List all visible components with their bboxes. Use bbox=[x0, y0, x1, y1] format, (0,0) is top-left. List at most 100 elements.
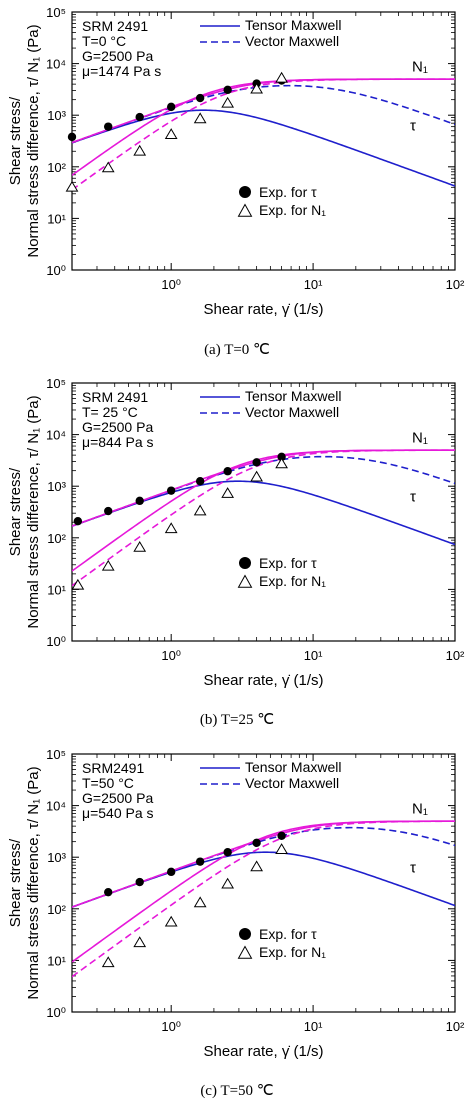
plot-area bbox=[72, 78, 455, 191]
y-tick-label: 10⁵ bbox=[46, 376, 66, 391]
info-line: G=2500 Pa bbox=[82, 48, 153, 64]
label-n1: N₁ bbox=[412, 801, 428, 818]
exp-tau-point bbox=[277, 452, 286, 462]
exp-tau-point bbox=[166, 486, 176, 495]
legend-marker-exp-tau bbox=[239, 186, 251, 198]
x-tick-label: 10⁰ bbox=[161, 648, 181, 663]
exp-tau-point bbox=[104, 122, 113, 131]
series-tensor-tau bbox=[72, 109, 455, 187]
exp-tau-point bbox=[166, 867, 176, 877]
x-tick-label: 10² bbox=[446, 277, 465, 292]
label-n1: N₁ bbox=[412, 59, 428, 76]
exp-tau-point bbox=[277, 831, 286, 840]
plot-frame bbox=[71, 753, 456, 1013]
chart-svg-c: 10⁰ 10¹ 10² 10³ 10⁴ 10⁵ 10⁰ 10¹ 10² Shear rate, γ… bbox=[7, 747, 465, 1060]
legend-label-tensor: Tensor Maxwell bbox=[245, 759, 341, 775]
y-axis-label-line1: Shear stress/ bbox=[7, 96, 24, 185]
exp-n1-point bbox=[164, 915, 178, 927]
legend-marker-exp-n1 bbox=[237, 945, 253, 959]
series-magenta-tau bbox=[72, 78, 455, 144]
legend-label-vector: Vector Maxwell bbox=[245, 33, 339, 49]
y-tick-label: 10¹ bbox=[47, 582, 66, 597]
exp-n1-point bbox=[65, 180, 79, 192]
exp-tau-point bbox=[195, 93, 205, 103]
y-tick-label: 10⁵ bbox=[46, 5, 66, 20]
legend-label-exp-tau: Exp. for τ bbox=[259, 555, 317, 571]
exp-tau-point bbox=[223, 467, 232, 476]
legend-label-exp-tau: Exp. for τ bbox=[259, 184, 317, 200]
y-tick-label: 10³ bbox=[47, 108, 66, 123]
exp-n1-point bbox=[164, 128, 178, 139]
legend-label-tensor: Tensor Maxwell bbox=[245, 388, 341, 404]
chart-svg-b: 10⁰ 10¹ 10² 10³ 10⁴ 10⁵ 10⁰ 10¹ 10² Shear rate, γ… bbox=[7, 376, 465, 689]
label-tau: τ bbox=[410, 489, 416, 506]
legend-label-vector: Vector Maxwell bbox=[245, 404, 339, 420]
legend-label-exp-n1: Exp. for N₁ bbox=[259, 202, 326, 218]
info-line: μ=540 Pa s bbox=[82, 805, 154, 821]
chart-panel-b: 10⁰ 10¹ 10² 10³ 10⁴ 10⁵ 10⁰ 10¹ 10² Shear rate, γ… bbox=[0, 371, 474, 742]
exp-n1-point bbox=[221, 487, 235, 498]
legend-marker-exp-n1 bbox=[237, 574, 253, 588]
exp-n1-point bbox=[193, 112, 207, 124]
exp-n1-point bbox=[164, 522, 178, 534]
x-axis-label: Shear rate, γ̇ (1/s) bbox=[203, 672, 323, 689]
y-axis-label-line1: Shear stress/ bbox=[7, 467, 24, 556]
plot-area bbox=[72, 449, 455, 587]
legend-marker-exp-tau bbox=[239, 928, 251, 940]
exp-n1-point bbox=[275, 71, 288, 83]
x-axis-label: Shear rate, γ̇ (1/s) bbox=[203, 301, 323, 318]
info-line: G=2500 Pa bbox=[82, 419, 153, 435]
x-tick-label: 10¹ bbox=[304, 1019, 323, 1034]
series-tensor-tau bbox=[72, 480, 455, 546]
y-axis-label-line2: Normal stress difference, τ/ N₁ (Pa) bbox=[25, 24, 42, 257]
label-tau: τ bbox=[410, 118, 416, 135]
info-line: SRM 2491 bbox=[82, 18, 148, 34]
chart-caption-a: (a) T=0 ℃ bbox=[204, 342, 270, 358]
exp-tau-point bbox=[195, 476, 205, 486]
exp-n1-point bbox=[193, 504, 207, 516]
exp-tau-point bbox=[135, 112, 144, 122]
y-tick-label: 10⁰ bbox=[46, 263, 66, 278]
exp-tau-point bbox=[104, 506, 113, 516]
exp-n1-point bbox=[275, 457, 288, 469]
series-vector-tau bbox=[72, 455, 455, 527]
exp-n1-point bbox=[101, 559, 115, 571]
series-magenta-n1-dashed bbox=[72, 449, 455, 587]
exp-n1-point bbox=[101, 956, 115, 968]
plot-frame bbox=[71, 382, 456, 642]
y-tick-label: 10⁴ bbox=[46, 57, 66, 72]
y-tick-label: 10¹ bbox=[47, 211, 66, 226]
legend-label-exp-n1: Exp. for N₁ bbox=[259, 573, 326, 589]
exp-n1-point bbox=[250, 860, 263, 872]
label-n1: N₁ bbox=[412, 430, 428, 447]
series-vector-tau bbox=[72, 84, 455, 144]
legend-marker-exp-tau bbox=[239, 557, 251, 569]
exp-tau-point bbox=[73, 516, 83, 526]
y-axis-label-line1: Shear stress/ bbox=[7, 838, 24, 927]
exp-n1-point bbox=[71, 578, 85, 590]
exp-n1-point bbox=[250, 470, 263, 482]
x-tick-label: 10² bbox=[446, 648, 465, 663]
exp-tau-point bbox=[252, 458, 261, 467]
series-magenta-tau bbox=[72, 820, 455, 908]
series-magenta-n1-dashed bbox=[72, 78, 455, 191]
x-tick-label: 10⁰ bbox=[161, 277, 181, 292]
exp-n1-point bbox=[221, 877, 235, 889]
y-tick-label: 10³ bbox=[47, 850, 66, 865]
exp-n1-point bbox=[193, 896, 207, 908]
x-tick-label: 10¹ bbox=[304, 277, 323, 292]
info-line: T=50 °C bbox=[82, 775, 134, 791]
exp-tau-point bbox=[223, 85, 232, 95]
info-line: SRM 2491 bbox=[82, 389, 148, 405]
y-tick-label: 10⁰ bbox=[46, 634, 66, 649]
exp-tau-point bbox=[67, 132, 77, 142]
exp-n1-point bbox=[101, 161, 115, 173]
x-tick-label: 10⁰ bbox=[161, 1019, 181, 1034]
exp-n1-point bbox=[250, 82, 263, 94]
y-tick-label: 10⁵ bbox=[46, 747, 66, 762]
y-axis-label-line2: Normal stress difference, τ/ N₁ (Pa) bbox=[25, 766, 42, 999]
exp-tau-point bbox=[135, 877, 144, 887]
series-magenta-n1-dashed bbox=[72, 820, 455, 978]
y-tick-label: 10⁴ bbox=[46, 428, 66, 443]
y-tick-label: 10³ bbox=[47, 479, 66, 494]
